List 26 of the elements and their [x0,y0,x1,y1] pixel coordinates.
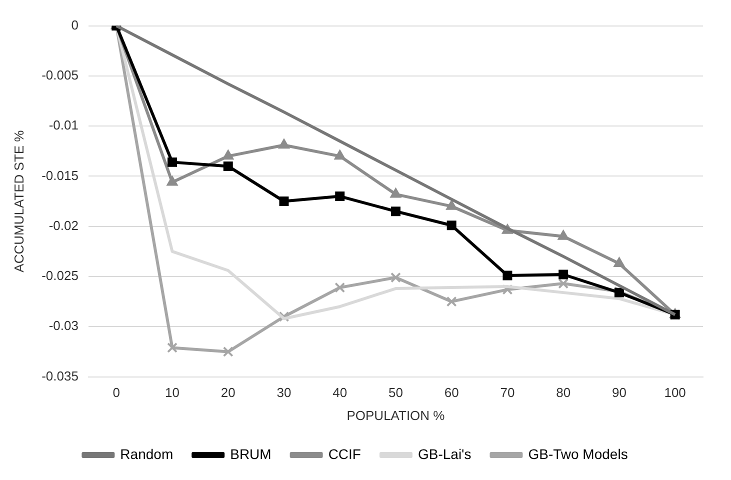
y-tick-label: -0.01 [48,118,78,133]
x-tick-label: 50 [388,385,403,400]
x-tick-label: 70 [500,385,515,400]
y-tick-label: -0.015 [42,168,78,183]
x-tick-label: 60 [444,385,459,400]
x-tick-label: 0 [112,385,120,400]
legend-label: BRUM [230,446,272,462]
x-tick-label: 90 [612,385,626,400]
x-tick-label: 100 [664,385,686,400]
x-tick-label: 30 [276,385,292,400]
y-tick-label: -0.02 [48,218,78,233]
x-axis-title: POPULATION % [346,408,446,423]
x-tick-label: 20 [220,385,236,400]
legend-label: GB-Lai's [418,446,472,462]
x-tick-label: 10 [165,385,180,400]
y-axis-title: ACCUMULATED STE % [11,130,26,272]
legend-label: GB-Two Models [528,446,628,462]
legend-label: Random [120,446,174,462]
y-tick-label: -0.03 [48,318,78,334]
y-tick-label: -0.035 [42,368,78,384]
y-tick-label: -0.025 [42,268,78,284]
legend-label: CCIF [328,446,361,462]
x-tick-label: 80 [556,385,571,400]
x-tick-label: 40 [332,385,348,400]
y-tick-label: -0.005 [42,68,78,83]
y-tick-label: 0 [71,17,78,32]
